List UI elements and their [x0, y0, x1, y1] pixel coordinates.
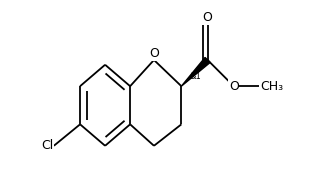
Text: O: O [149, 47, 159, 60]
Text: &1: &1 [189, 72, 201, 81]
Polygon shape [181, 57, 210, 86]
Text: CH₃: CH₃ [260, 80, 283, 93]
Text: O: O [203, 11, 213, 24]
Text: Cl: Cl [42, 139, 54, 152]
Text: O: O [229, 80, 239, 93]
